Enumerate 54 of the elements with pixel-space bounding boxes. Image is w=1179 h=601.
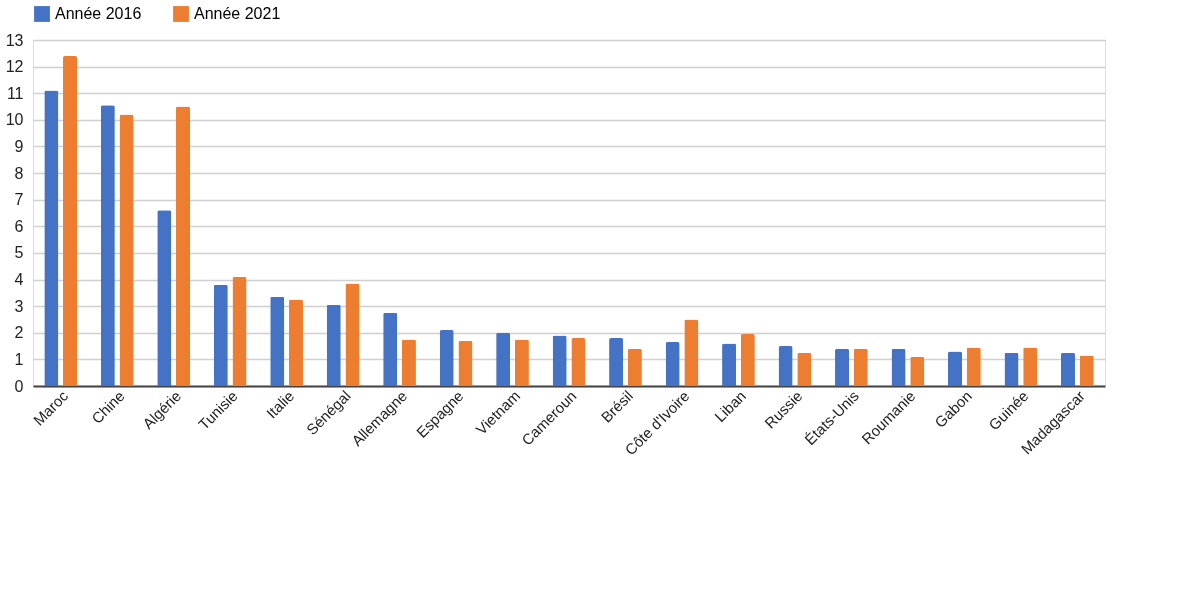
- legend-label: Année 2021: [194, 5, 281, 22]
- bar: [401, 339, 416, 386]
- y-tick-label: 7: [14, 191, 24, 209]
- bar: [157, 210, 172, 386]
- bar: [609, 338, 624, 386]
- bar: [571, 338, 586, 386]
- bar: [458, 340, 473, 386]
- legend-label: Année 2016: [55, 5, 142, 22]
- bar: [288, 299, 303, 386]
- bar: [684, 319, 699, 386]
- bar: [552, 335, 567, 386]
- bar: [891, 348, 906, 386]
- bar: [270, 296, 285, 386]
- y-tick-label: 1: [14, 350, 24, 368]
- bar: [44, 90, 59, 386]
- y-tick-label: 4: [14, 271, 24, 289]
- y-tick-label: 6: [14, 217, 24, 235]
- y-tick-label: 9: [14, 137, 24, 155]
- bar: [439, 330, 454, 386]
- bar: [665, 342, 680, 386]
- bar: [496, 332, 511, 386]
- bar: [835, 348, 850, 386]
- bar: [383, 312, 398, 386]
- y-tick-label: 13: [5, 31, 24, 49]
- bar: [1023, 347, 1038, 386]
- y-tick-label: 0: [14, 377, 24, 395]
- bar: [627, 348, 642, 386]
- bar: [514, 339, 529, 386]
- bar: [1004, 352, 1019, 386]
- bar: [63, 55, 78, 386]
- y-tick-label: 8: [14, 164, 24, 182]
- bar: [345, 283, 360, 386]
- bar: [175, 106, 191, 386]
- bar: [910, 356, 925, 386]
- bar: [1060, 352, 1075, 386]
- y-tick-label: 10: [5, 111, 24, 129]
- bar: [778, 346, 793, 386]
- bar: [853, 348, 868, 386]
- y-tick-label: 11: [6, 84, 24, 102]
- bar: [966, 347, 981, 386]
- y-tick-label: 5: [14, 244, 24, 262]
- bar: [740, 334, 755, 386]
- y-tick-label: 12: [5, 58, 24, 76]
- y-tick-label: 2: [14, 324, 24, 342]
- bar: [119, 114, 134, 386]
- bar: [100, 105, 115, 386]
- bar: [722, 343, 737, 386]
- bar: [213, 284, 228, 386]
- bar: [232, 276, 247, 386]
- bar: [326, 304, 341, 386]
- bar: [797, 352, 812, 386]
- bar: [947, 351, 963, 386]
- y-tick-label: 3: [14, 297, 24, 315]
- bar: [1079, 355, 1094, 386]
